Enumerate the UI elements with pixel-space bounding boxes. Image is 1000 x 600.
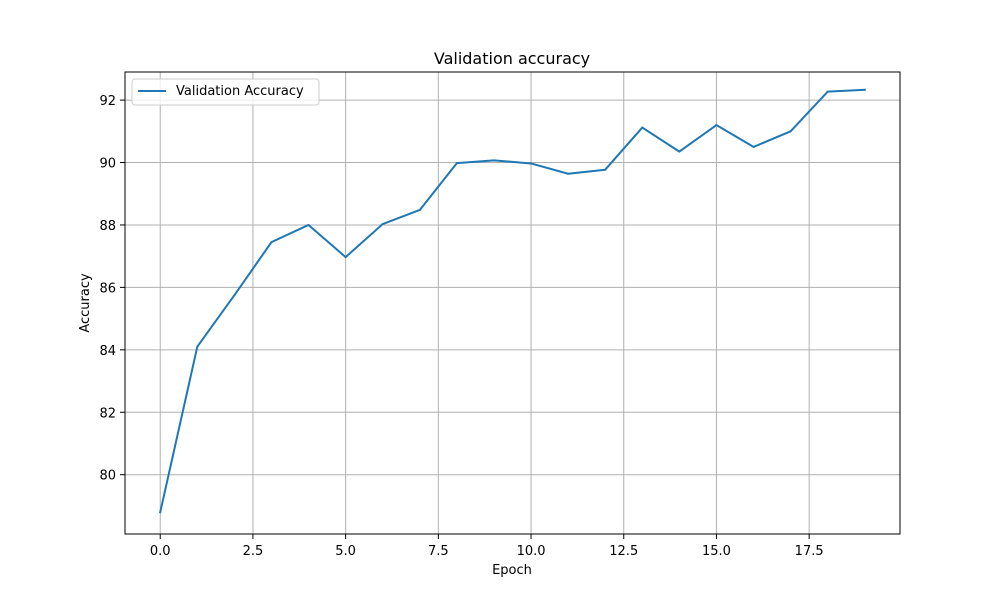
data-point [270, 241, 273, 244]
x-tick-label: 7.5 [428, 544, 449, 559]
y-tick-label: 90 [99, 157, 116, 172]
y-axis-ticks: 80 82 84 86 88 90 92 [99, 94, 125, 484]
y-tick-label: 80 [99, 469, 116, 484]
legend-label-validation-accuracy: Validation Accuracy [176, 84, 304, 99]
data-point [307, 223, 310, 226]
data-point [381, 223, 384, 226]
series-layer [159, 88, 866, 514]
data-point [678, 150, 681, 153]
data-point [567, 172, 570, 175]
y-axis-label: Accuracy [78, 273, 93, 333]
data-point [344, 256, 347, 259]
y-tick-label: 84 [99, 344, 116, 359]
x-tick-label: 10.0 [517, 544, 546, 559]
legend-box [131, 78, 320, 106]
x-axis-ticks: 0.0 2.5 5.0 7.5 10.0 12.5 15.0 17.5 [150, 534, 824, 559]
plot-frame [124, 71, 901, 535]
x-tick-label: 12.5 [609, 544, 638, 559]
data-point [455, 162, 458, 165]
data-point [492, 159, 495, 162]
data-point [826, 90, 829, 93]
legend: Validation Accuracy [131, 78, 320, 106]
vertical-gridlines [159, 72, 810, 534]
data-point [641, 126, 644, 129]
data-point [789, 130, 792, 133]
x-tick-label: 17.5 [795, 544, 824, 559]
x-tick-label: 2.5 [243, 544, 264, 559]
series-line-validation-accuracy [159, 88, 866, 514]
data-point [233, 294, 236, 297]
x-tick-label: 0.0 [150, 544, 171, 559]
y-tick-label: 92 [99, 94, 116, 109]
data-point [863, 88, 866, 91]
data-point [604, 168, 607, 171]
x-tick-label: 15.0 [702, 544, 731, 559]
data-point [530, 162, 533, 165]
plot-area-background [125, 72, 900, 534]
data-point [418, 208, 421, 211]
x-axis-label: Epoch [492, 563, 532, 578]
x-tick-label: 5.0 [335, 544, 356, 559]
y-tick-label: 82 [99, 406, 116, 421]
data-point [752, 145, 755, 148]
y-tick-label: 86 [99, 281, 116, 296]
chart-title: Validation accuracy [434, 49, 590, 68]
data-point [715, 124, 718, 127]
data-point [159, 511, 162, 514]
y-tick-label: 88 [99, 219, 116, 234]
data-point [196, 345, 199, 348]
